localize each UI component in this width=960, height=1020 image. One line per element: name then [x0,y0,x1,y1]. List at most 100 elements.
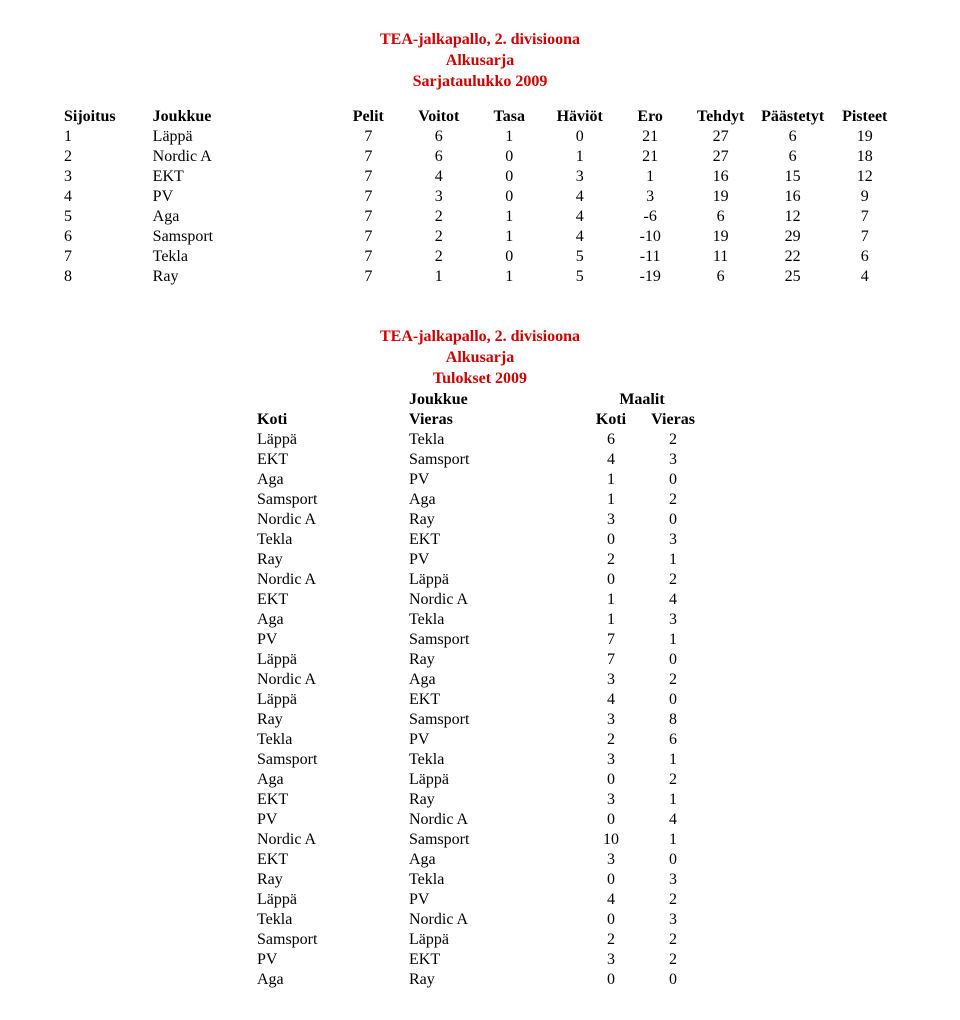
table-row: 3EKT74031161512 [60,167,900,187]
cell-l: 4 [544,227,614,247]
table-row: 4PV7304319169 [60,187,900,207]
cell-score-home: 1 [580,470,642,490]
cell-d: 1 [474,267,544,287]
cell-p: 7 [333,247,403,267]
cell-l: 1 [544,147,614,167]
cell-home: Samsport [256,490,408,510]
cell-score-home: 7 [580,650,642,670]
cell-away: Nordic A [408,810,580,830]
cell-p: 7 [333,207,403,227]
results-title-sub1: Alkusarja [60,348,900,369]
cell-away: Samsport [408,450,580,470]
table-row: RayTekla03 [256,870,704,890]
cell-ag: 16 [756,187,830,207]
table-row: PVEKT32 [256,950,704,970]
cell-ag: 25 [756,267,830,287]
cell-pts: 4 [829,267,900,287]
cell-for: 6 [685,267,755,287]
cell-score-home: 1 [580,490,642,510]
cell-w: 2 [404,227,474,247]
cell-team: Ray [149,267,333,287]
cell-away: Läppä [408,930,580,950]
table-row: 1Läppä76102127619 [60,127,900,147]
cell-pos: 5 [60,207,149,227]
table-row: EKTRay31 [256,790,704,810]
cell-diff: 21 [615,147,685,167]
cell-p: 7 [333,147,403,167]
cell-pos: 8 [60,267,149,287]
cell-score-away: 2 [642,890,704,910]
cell-team: Tekla [149,247,333,267]
cell-d: 0 [474,167,544,187]
cell-score-away: 3 [642,450,704,470]
cell-ag: 12 [756,207,830,227]
col-diff: Ero [615,107,685,127]
cell-home: Tekla [256,730,408,750]
cell-score-away: 0 [642,650,704,670]
cell-ag: 6 [756,147,830,167]
cell-home: EKT [256,590,408,610]
cell-score-away: 3 [642,530,704,550]
cell-home: Ray [256,870,408,890]
table-row: 5Aga7214-66127 [60,207,900,227]
cell-away: Ray [408,510,580,530]
table-row: EKTSamsport43 [256,450,704,470]
cell-for: 6 [685,207,755,227]
cell-score-away: 3 [642,910,704,930]
cell-away: Aga [408,850,580,870]
cell-p: 7 [333,267,403,287]
cell-diff: 3 [615,187,685,207]
table-row: AgaLäppä02 [256,770,704,790]
col-score-away: Vieras [642,410,704,430]
page-title-main: TEA-jalkapallo, 2. divisioona [60,30,900,51]
col-points: Pisteet [829,107,900,127]
cell-score-away: 2 [642,770,704,790]
cell-for: 27 [685,147,755,167]
cell-away: Ray [408,970,580,990]
table-row: AgaPV10 [256,470,704,490]
table-row: SamsportAga12 [256,490,704,510]
cell-home: PV [256,810,408,830]
table-row: 6Samsport7214-1019297 [60,227,900,247]
cell-score-away: 4 [642,590,704,610]
cell-home: Läppä [256,650,408,670]
col-draws: Tasa [474,107,544,127]
standings-header-row: Sijoitus Joukkue Pelit Voitot Tasa Häviö… [60,107,900,127]
cell-score-away: 1 [642,630,704,650]
cell-away: Tekla [408,750,580,770]
cell-w: 6 [404,127,474,147]
results-group-header-row: Joukkue Maalit [256,390,704,410]
cell-team: EKT [149,167,333,187]
col-away: Vieras [408,410,580,430]
cell-score-home: 0 [580,770,642,790]
cell-score-home: 3 [580,850,642,870]
cell-home: Nordic A [256,670,408,690]
table-row: PVNordic A04 [256,810,704,830]
cell-d: 1 [474,227,544,247]
cell-for: 19 [685,227,755,247]
cell-home: Aga [256,970,408,990]
cell-w: 2 [404,247,474,267]
cell-away: Samsport [408,710,580,730]
cell-w: 4 [404,167,474,187]
cell-score-home: 6 [580,430,642,450]
cell-away: PV [408,470,580,490]
col-for: Tehdyt [685,107,755,127]
table-row: RaySamsport38 [256,710,704,730]
cell-home: PV [256,950,408,970]
cell-score-away: 0 [642,970,704,990]
cell-l: 5 [544,247,614,267]
cell-score-away: 1 [642,830,704,850]
cell-score-home: 2 [580,930,642,950]
cell-home: Samsport [256,930,408,950]
cell-home: Nordic A [256,510,408,530]
cell-score-away: 1 [642,750,704,770]
cell-score-away: 4 [642,810,704,830]
cell-home: Aga [256,770,408,790]
cell-w: 6 [404,147,474,167]
cell-score-home: 0 [580,970,642,990]
results-header-row: Koti Vieras Koti Vieras [256,410,704,430]
table-row: 8Ray7115-196254 [60,267,900,287]
cell-away: Tekla [408,610,580,630]
table-row: LäppäRay70 [256,650,704,670]
